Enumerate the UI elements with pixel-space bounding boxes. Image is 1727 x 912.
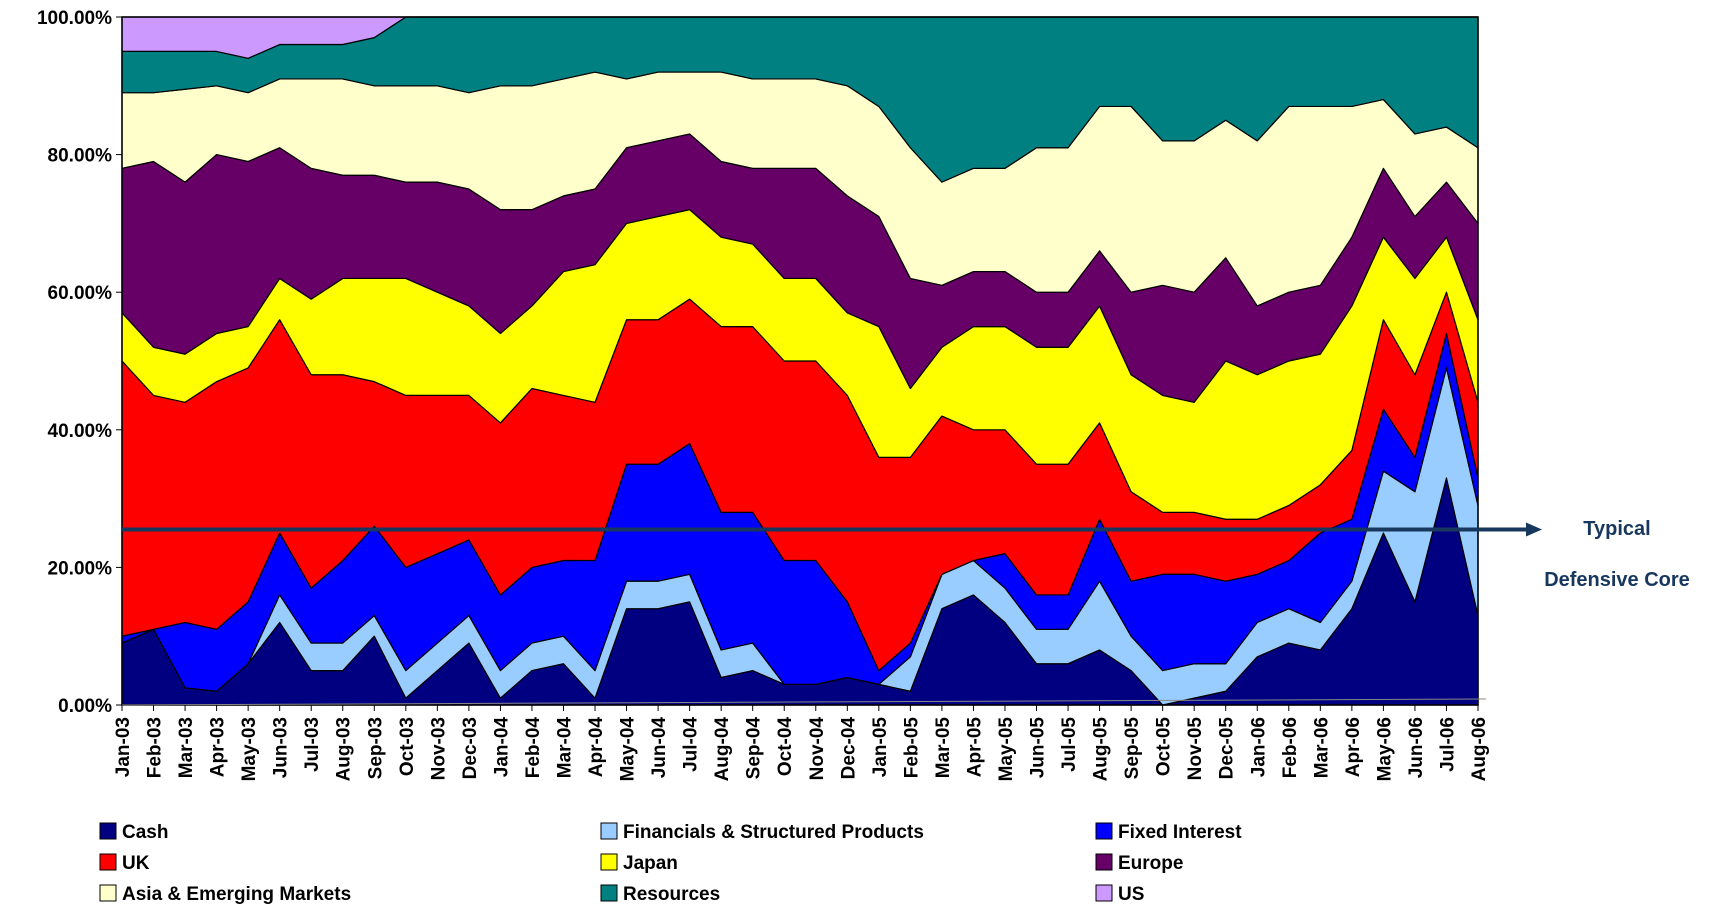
x-tick-label: Dec-05 <box>1217 717 1238 780</box>
legend-swatch <box>1095 853 1113 871</box>
legend-swatch <box>99 822 117 840</box>
legend-label: Resources <box>623 884 720 905</box>
legend-label: Japan <box>623 853 678 874</box>
annotation: Defensive Core <box>1544 569 1690 591</box>
legend-label: Cash <box>122 822 168 843</box>
x-tick-label: Jan-04 <box>491 717 512 778</box>
x-tick-label: Nov-05 <box>1185 717 1206 781</box>
y-tick-label: 20.00% <box>48 558 113 579</box>
legend-label: Europe <box>1118 853 1183 874</box>
legend-label: Fixed Interest <box>1118 822 1242 843</box>
legend-label: UK <box>122 853 150 874</box>
x-tick-label: Nov-03 <box>428 717 449 780</box>
x-tick-label: Sep-03 <box>365 717 386 779</box>
x-tick-label: Nov-04 <box>807 717 828 781</box>
x-tick-label: Jun-04 <box>649 717 670 779</box>
x-tick-label: Mar-05 <box>933 717 954 779</box>
x-tick-label: Feb-06 <box>1280 717 1301 778</box>
legend-label: Financials & Structured Products <box>623 822 924 843</box>
x-tick-label: Sep-04 <box>744 717 765 780</box>
x-tick-label: Jun-03 <box>271 717 292 778</box>
y-tick-label: 80.00% <box>48 146 113 167</box>
x-tick-label: Aug-03 <box>334 717 355 781</box>
x-tick-label: Dec-03 <box>460 717 481 779</box>
y-tick-label: 40.00% <box>48 421 113 442</box>
x-tick-label: Mar-04 <box>554 717 575 779</box>
x-tick-label: Apr-06 <box>1343 717 1364 777</box>
x-tick-label: Oct-04 <box>775 717 796 777</box>
legend-swatch <box>1095 822 1113 840</box>
x-tick-label: May-05 <box>996 717 1017 782</box>
x-tick-label: Jul-05 <box>1059 717 1080 772</box>
legend-label: US <box>1118 884 1144 905</box>
x-tick-label: May-04 <box>618 717 639 782</box>
x-tick-label: Jan-05 <box>870 717 891 778</box>
x-tick-label: Mar-06 <box>1311 717 1332 778</box>
legend-label: Asia & Emerging Markets <box>122 884 351 905</box>
x-tick-label: Jul-06 <box>1437 717 1458 772</box>
legend-swatch <box>600 822 618 840</box>
legend-swatch <box>1095 884 1113 902</box>
y-tick-label: 100.00% <box>37 8 112 29</box>
y-tick-label: 60.00% <box>48 283 113 304</box>
y-tick-label: 0.00% <box>58 696 112 717</box>
x-tick-label: Aug-06 <box>1469 717 1490 781</box>
x-tick-label: Oct-03 <box>397 717 418 776</box>
legend-swatch <box>99 884 117 902</box>
x-tick-label: Apr-05 <box>964 717 985 778</box>
legend-swatch <box>99 853 117 871</box>
legend-swatch <box>600 853 618 871</box>
x-tick-label: Apr-03 <box>208 717 229 777</box>
x-tick-label: Jun-05 <box>1028 717 1049 779</box>
x-tick-label: Oct-05 <box>1154 717 1175 777</box>
x-tick-label: Dec-04 <box>838 717 859 780</box>
x-tick-label: Feb-04 <box>523 717 544 779</box>
x-tick-label: Sep-05 <box>1122 717 1143 780</box>
x-tick-label: Aug-04 <box>712 717 733 782</box>
x-tick-label: Feb-03 <box>145 717 166 778</box>
arrow-head <box>1526 522 1542 537</box>
legend-swatch <box>600 884 618 902</box>
x-tick-label: Jul-03 <box>302 717 323 772</box>
x-tick-label: Mar-03 <box>176 717 197 778</box>
x-tick-label: May-03 <box>239 717 260 781</box>
x-tick-label: May-06 <box>1374 717 1395 781</box>
x-tick-label: Jan-03 <box>113 717 134 777</box>
x-tick-label: Feb-05 <box>901 717 922 779</box>
x-axis-depth <box>121 698 1487 706</box>
x-tick-label: Aug-05 <box>1091 717 1112 782</box>
x-tick-label: Jan-06 <box>1248 717 1269 777</box>
annotation: Typical <box>1583 518 1650 540</box>
x-tick-label: Jun-06 <box>1406 717 1427 778</box>
plot-border <box>121 16 1479 706</box>
x-tick-label: Apr-04 <box>586 717 607 778</box>
x-tick-label: Jul-04 <box>681 717 702 772</box>
